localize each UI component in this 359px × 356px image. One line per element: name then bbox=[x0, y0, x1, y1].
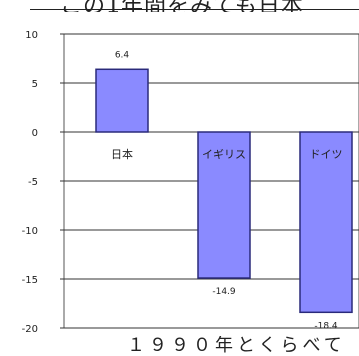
value-labels: 6.4 -14.9 -18.4 bbox=[115, 50, 338, 331]
heading-rule bbox=[30, 9, 359, 10]
category-label: イギリス bbox=[202, 148, 246, 161]
value-label: -14.9 bbox=[212, 287, 236, 297]
value-label: -18.4 bbox=[314, 321, 338, 331]
bar bbox=[299, 131, 353, 314]
y-tick-label: -5 bbox=[28, 177, 38, 188]
bar bbox=[95, 68, 149, 133]
bar bbox=[197, 131, 251, 279]
y-tick-label: 0 bbox=[32, 128, 38, 139]
y-tick-label: 5 bbox=[32, 79, 38, 90]
category-labels: 日本 イギリス ドイツ bbox=[111, 147, 343, 161]
y-axis-ticks: 10 5 0 -5 -10 -15 -20 bbox=[22, 30, 64, 335]
bars bbox=[95, 68, 353, 314]
category-label: 日本 bbox=[111, 147, 133, 161]
y-tick-label: -20 bbox=[22, 324, 38, 335]
y-tick-label: -15 bbox=[22, 275, 38, 286]
category-label: ドイツ bbox=[310, 148, 343, 161]
y-tick-label: -10 bbox=[22, 226, 38, 237]
y-tick-label: 10 bbox=[25, 30, 38, 41]
value-label: 6.4 bbox=[115, 50, 130, 60]
bottom-caption: １９９０年とくらべて bbox=[127, 336, 359, 356]
